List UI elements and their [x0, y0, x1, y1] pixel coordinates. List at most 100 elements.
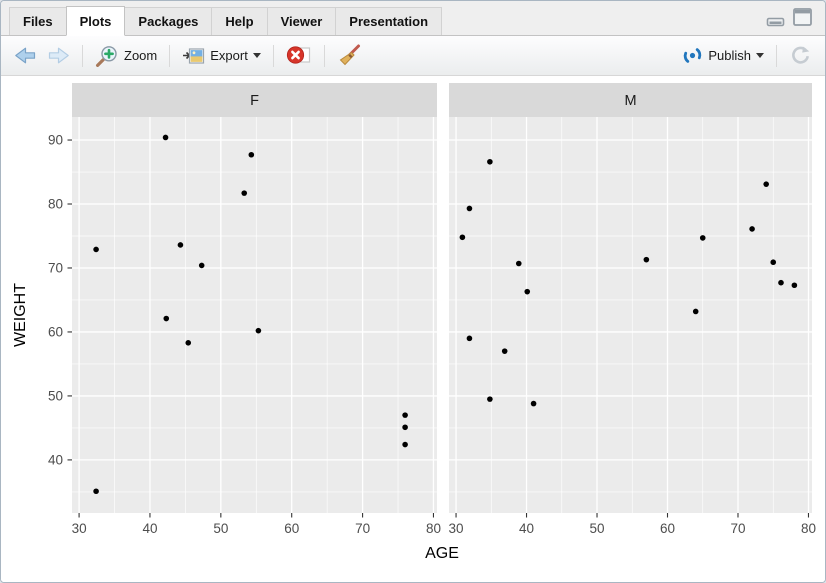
data-point [791, 282, 798, 289]
data-point [770, 259, 777, 266]
tab-files-label: Files [23, 14, 53, 29]
tab-viewer[interactable]: Viewer [266, 7, 337, 35]
export-image-icon [183, 47, 205, 64]
chevron-down-icon [756, 53, 764, 58]
zoom-button[interactable]: Zoom [92, 43, 160, 69]
data-point [501, 348, 508, 354]
data-point [466, 205, 473, 212]
x-tick-label: 30 [449, 521, 464, 536]
data-point [487, 158, 493, 165]
x-tick-label: 40 [519, 521, 534, 536]
x-tick-label: 50 [213, 521, 228, 536]
data-point [185, 340, 192, 346]
facet-strip [449, 83, 812, 117]
data-point [93, 246, 99, 253]
data-point [515, 260, 522, 267]
plots-toolbar: Zoom Export [1, 36, 825, 76]
plot-display-area: F 30 40 50 60 70 80 M 30 40 50 60 70 80 40 50 60 70 80 90 AG… [1, 76, 825, 582]
data-point [487, 396, 493, 402]
pane-tabbar: Files Plots Packages Help Viewer Present… [1, 1, 825, 36]
tab-packages-label: Packages [138, 14, 199, 29]
y-tick-label: 50 [48, 388, 63, 403]
toolbar-separator [272, 44, 274, 67]
forward-icon [48, 47, 69, 64]
data-point [763, 181, 769, 187]
x-tick-label: 50 [590, 521, 605, 536]
data-point [402, 412, 408, 418]
tab-plots[interactable]: Plots [65, 6, 126, 36]
data-point [692, 308, 699, 315]
toolbar-separator [323, 44, 325, 67]
data-point [778, 279, 784, 286]
clear-all-plots-button[interactable] [334, 42, 365, 69]
export-button-label: Export [210, 48, 248, 63]
publish-icon [684, 48, 702, 63]
facet-panel [449, 117, 812, 513]
tab-packages[interactable]: Packages [124, 7, 213, 35]
data-point [163, 315, 170, 322]
tab-presentation-label: Presentation [349, 14, 429, 29]
pane-window-buttons [766, 7, 825, 35]
toolbar-separator [82, 44, 83, 67]
y-tick-label: 80 [48, 197, 63, 212]
y-axis-title: WEIGHT [12, 283, 29, 347]
x-tick-label: 30 [72, 521, 87, 536]
x-tick-label: 60 [284, 521, 299, 536]
forward-button[interactable] [45, 44, 73, 67]
data-point [459, 234, 466, 241]
back-button[interactable] [11, 44, 39, 67]
data-point [643, 256, 650, 263]
data-point [255, 327, 262, 334]
data-point [93, 488, 99, 495]
data-point [162, 134, 169, 141]
y-tick-label: 70 [48, 260, 63, 275]
data-point [402, 441, 408, 448]
tab-presentation[interactable]: Presentation [335, 7, 443, 35]
y-tick-label: 60 [48, 324, 63, 339]
x-tick-label: 80 [801, 521, 816, 536]
facet-panel [72, 117, 437, 513]
facet-strip-label: F [250, 93, 259, 109]
x-tick-label: 70 [730, 521, 745, 536]
x-tick-label: 40 [142, 521, 157, 536]
y-tick-label: 40 [48, 452, 63, 467]
data-point [530, 400, 537, 407]
data-point [241, 190, 248, 196]
data-point [699, 235, 706, 241]
facet-strip-label: M [624, 93, 636, 109]
publish-button-label: Publish [708, 48, 751, 63]
minimize-icon[interactable] [766, 12, 786, 32]
export-button[interactable]: Export [179, 45, 264, 67]
back-icon [15, 47, 36, 64]
refresh-icon [792, 46, 810, 64]
tab-help[interactable]: Help [211, 7, 268, 35]
data-point [402, 424, 408, 431]
data-point [248, 151, 255, 158]
refresh-button[interactable] [786, 43, 815, 69]
faceted-scatter-plot: F 30 40 50 60 70 80 M 30 40 50 60 70 80 40 50 60 70 80 90 AG… [1, 76, 825, 582]
data-point [177, 242, 184, 248]
tab-help-label: Help [225, 14, 254, 29]
x-tick-label: 60 [660, 521, 675, 536]
maximize-icon[interactable] [792, 7, 814, 32]
chevron-down-icon [252, 53, 261, 58]
tab-viewer-label: Viewer [280, 14, 323, 29]
data-point [749, 226, 755, 232]
tab-files[interactable]: Files [9, 7, 67, 35]
x-tick-label: 80 [426, 521, 441, 536]
publish-button[interactable]: Publish [679, 43, 767, 68]
remove-plot-icon [286, 46, 310, 64]
remove-plot-button[interactable] [283, 43, 315, 68]
toolbar-separator [169, 44, 171, 67]
y-tick-label: 90 [48, 133, 63, 148]
clear-all-broom-icon [339, 44, 360, 66]
toolbar-separator [776, 44, 777, 67]
x-tick-label: 70 [355, 521, 370, 536]
data-point [466, 335, 473, 342]
tab-plots-label: Plots [79, 13, 112, 29]
data-point [198, 262, 205, 269]
data-point [524, 288, 531, 295]
zoom-plus-icon [95, 45, 117, 67]
zoom-button-label: Zoom [124, 48, 158, 63]
